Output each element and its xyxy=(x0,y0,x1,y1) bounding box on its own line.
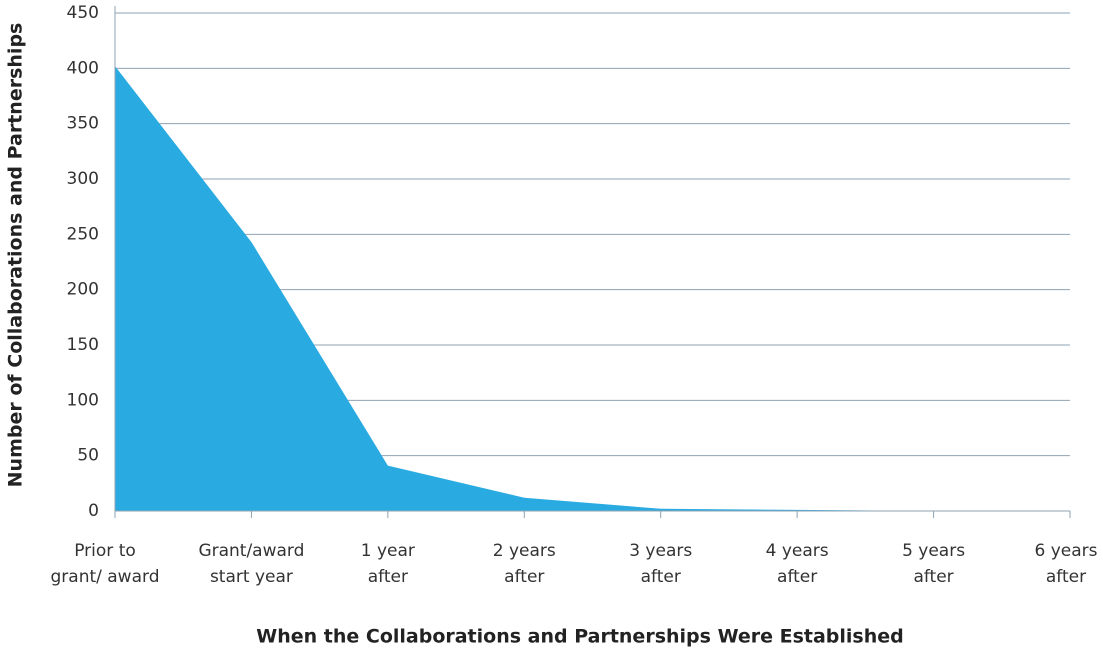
y-tick-label: 350 xyxy=(67,114,99,134)
x-tick-label: 1 year xyxy=(361,541,415,561)
y-tick-label: 0 xyxy=(88,501,99,521)
x-tick-label: 3 years xyxy=(629,541,692,561)
x-tick-label: 6 years xyxy=(1034,541,1097,561)
x-axis-title: When the Collaborations and Partnerships… xyxy=(256,626,904,648)
y-tick-label: 450 xyxy=(67,3,99,23)
y-tick-label: 100 xyxy=(67,390,99,410)
x-tick-label: after xyxy=(1046,567,1086,587)
x-tick-label: after xyxy=(777,567,817,587)
x-tick-label: after xyxy=(641,567,681,587)
x-tick-label: Grant/award xyxy=(198,541,304,561)
x-tick-label: grant/ award xyxy=(51,567,160,587)
y-tick-label: 300 xyxy=(67,169,99,189)
x-tick-label: Prior to xyxy=(74,541,136,561)
y-tick-label: 50 xyxy=(77,446,99,466)
x-tick-label: 5 years xyxy=(902,541,965,561)
area xyxy=(115,66,1070,512)
x-tick-label: 2 years xyxy=(493,541,556,561)
y-tick-label: 400 xyxy=(67,58,99,78)
x-tick-label: start year xyxy=(210,567,293,587)
y-tick-label: 200 xyxy=(67,280,99,300)
x-tick-label: after xyxy=(504,567,544,587)
y-tick-label: 150 xyxy=(67,335,99,355)
x-tick-label: after xyxy=(913,567,953,587)
y-axis-title: Number of Collaborations and Partnership… xyxy=(5,23,27,488)
x-tick-label: after xyxy=(368,567,408,587)
x-tick-label: 4 years xyxy=(766,541,829,561)
y-tick-label: 250 xyxy=(67,224,99,244)
